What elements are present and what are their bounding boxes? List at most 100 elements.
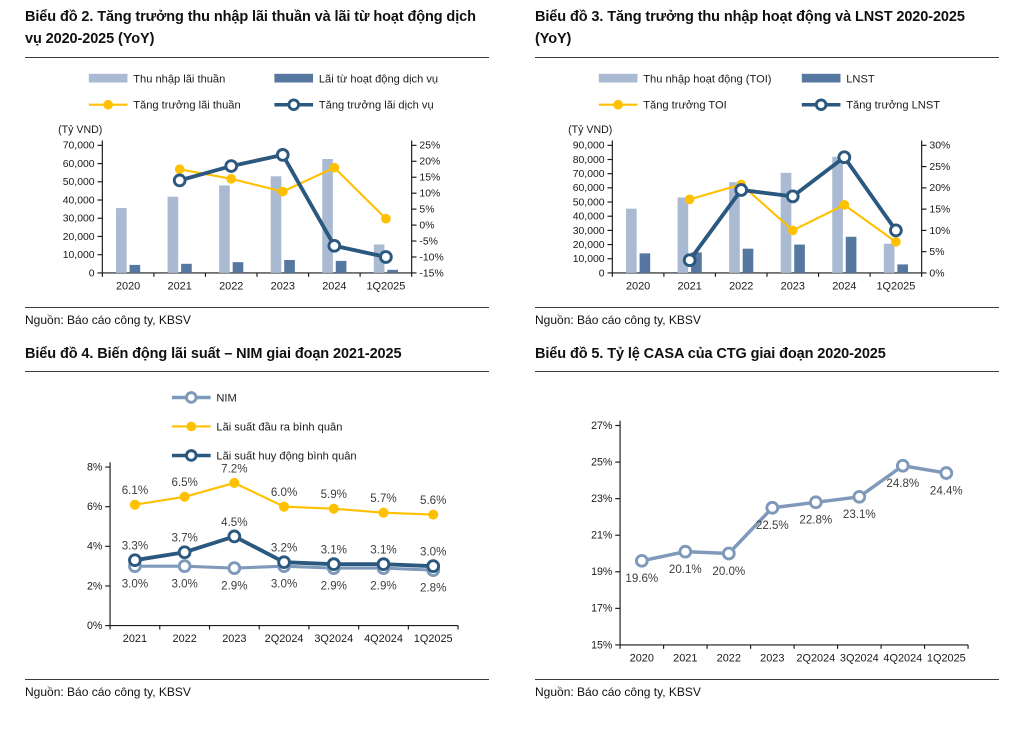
svg-text:3.0%: 3.0% (122, 579, 148, 591)
chart-title: Biểu đồ 5. Tỷ lệ CASA của CTG giai đoạn … (535, 343, 999, 373)
svg-text:-15%: -15% (419, 268, 443, 279)
svg-text:4%: 4% (87, 541, 103, 553)
svg-text:2.9%: 2.9% (321, 581, 347, 593)
svg-text:6.1%: 6.1% (122, 485, 148, 497)
svg-text:3.0%: 3.0% (420, 547, 446, 559)
svg-text:22.5%: 22.5% (756, 520, 789, 532)
svg-text:1Q2025: 1Q2025 (876, 280, 915, 292)
svg-text:20%: 20% (929, 183, 950, 194)
svg-text:3.1%: 3.1% (321, 545, 347, 557)
source-note: Nguồn: Báo cáo công ty, KBSV (535, 306, 999, 327)
chart-title: Biểu đồ 3. Tăng trưởng thu nhập hoạt độn… (535, 6, 999, 58)
svg-text:25%: 25% (929, 162, 950, 173)
chart-panel-bieu-do-2: Biểu đồ 2. Tăng trưởng thu nhập lãi thuầ… (25, 6, 489, 327)
svg-text:Thu nhập hoạt động (TOI): Thu nhập hoạt động (TOI) (643, 73, 772, 85)
chart-area: NIM Lãi suất đầu ra bình quân Lãi suất huy… (25, 382, 489, 677)
svg-text:2.8%: 2.8% (420, 583, 446, 595)
svg-text:25%: 25% (419, 141, 440, 152)
svg-text:10,000: 10,000 (573, 254, 605, 265)
svg-text:50,000: 50,000 (573, 197, 605, 208)
svg-text:2023: 2023 (781, 280, 805, 292)
chart-title: Biểu đồ 2. Tăng trưởng thu nhập lãi thuầ… (25, 6, 489, 58)
svg-text:23.1%: 23.1% (843, 509, 876, 521)
svg-text:1Q2025: 1Q2025 (414, 633, 453, 645)
svg-text:15%: 15% (419, 173, 440, 184)
svg-text:Tăng trưởng lãi thuần: Tăng trưởng lãi thuần (133, 100, 240, 112)
svg-text:0: 0 (89, 268, 95, 279)
svg-text:3.0%: 3.0% (171, 579, 197, 591)
svg-text:5.7%: 5.7% (370, 493, 396, 505)
svg-text:2023: 2023 (222, 633, 246, 645)
svg-text:Lãi suất đầu ra bình quân: Lãi suất đầu ra bình quân (216, 422, 342, 434)
svg-text:Tăng trưởng LNST: Tăng trưởng LNST (846, 100, 940, 112)
chart-panel-bieu-do-3: Biểu đồ 3. Tăng trưởng thu nhập hoạt độn… (535, 6, 999, 327)
chart-panel-bieu-do-5: Biểu đồ 5. Tỷ lệ CASA của CTG giai đoạn … (535, 343, 999, 699)
svg-text:20,000: 20,000 (63, 232, 95, 243)
svg-text:5%: 5% (929, 247, 944, 258)
svg-text:2020: 2020 (626, 280, 650, 292)
svg-text:(Tỷ VND): (Tỷ VND) (568, 124, 612, 136)
svg-text:30%: 30% (929, 141, 950, 152)
svg-text:70,000: 70,000 (573, 169, 605, 180)
svg-text:20.1%: 20.1% (669, 564, 702, 576)
svg-text:70,000: 70,000 (63, 141, 95, 152)
svg-text:0%: 0% (419, 220, 434, 231)
svg-text:3.2%: 3.2% (271, 543, 297, 555)
svg-text:2%: 2% (87, 581, 103, 593)
svg-text:4Q2024: 4Q2024 (883, 653, 922, 665)
svg-text:24.8%: 24.8% (886, 478, 919, 490)
svg-text:6%: 6% (87, 501, 103, 513)
svg-text:-10%: -10% (419, 252, 443, 263)
svg-text:3.0%: 3.0% (271, 579, 297, 591)
svg-text:3.7%: 3.7% (171, 533, 197, 545)
svg-text:2021: 2021 (673, 653, 697, 665)
svg-text:0%: 0% (929, 268, 944, 279)
svg-text:1Q2025: 1Q2025 (366, 280, 405, 292)
svg-text:2022: 2022 (219, 280, 243, 292)
svg-text:50,000: 50,000 (63, 177, 95, 188)
svg-text:3.3%: 3.3% (122, 541, 148, 553)
svg-text:20%: 20% (419, 157, 440, 168)
svg-text:2021: 2021 (678, 280, 702, 292)
svg-text:-5%: -5% (419, 236, 438, 247)
svg-text:2Q2024: 2Q2024 (796, 653, 835, 665)
svg-text:21%: 21% (591, 530, 613, 542)
svg-text:2.9%: 2.9% (370, 581, 396, 593)
svg-text:Thu nhập lãi thuần: Thu nhập lãi thuần (133, 73, 225, 85)
svg-text:17%: 17% (591, 603, 613, 615)
svg-text:2022: 2022 (717, 653, 741, 665)
chart-area: Thu nhập hoạt động (TOI) LNST Tăng trưởng … (535, 68, 999, 305)
chart-area: 15% 17% 19% 21% 23% 25% 27% 2020 2021 2022 2023 2Q2… (535, 382, 999, 677)
svg-text:Lãi suất huy động bình quân: Lãi suất huy động bình quân (216, 451, 356, 463)
svg-text:2023: 2023 (271, 280, 295, 292)
svg-text:3.1%: 3.1% (370, 545, 396, 557)
svg-text:10%: 10% (419, 189, 440, 200)
svg-text:6.0%: 6.0% (271, 487, 297, 499)
report-chart-grid: Biểu đồ 2. Tăng trưởng thu nhập lãi thuầ… (25, 6, 999, 699)
svg-text:6.5%: 6.5% (171, 477, 197, 489)
svg-text:30,000: 30,000 (63, 214, 95, 225)
svg-text:25%: 25% (591, 457, 613, 469)
svg-text:0%: 0% (87, 620, 103, 632)
svg-text:3Q2024: 3Q2024 (314, 633, 353, 645)
svg-text:2024: 2024 (832, 280, 856, 292)
source-note: Nguồn: Báo cáo công ty, KBSV (25, 679, 489, 699)
svg-text:40,000: 40,000 (573, 212, 605, 223)
svg-text:19%: 19% (591, 566, 613, 578)
svg-text:15%: 15% (591, 640, 613, 652)
svg-text:2021: 2021 (123, 633, 147, 645)
svg-text:24.4%: 24.4% (930, 486, 963, 498)
svg-text:NIM: NIM (216, 393, 236, 405)
chart-panel-bieu-do-4: Biểu đồ 4. Biến động lãi suất – NIM giai… (25, 343, 489, 699)
svg-text:15%: 15% (929, 204, 950, 215)
svg-text:2024: 2024 (322, 280, 346, 292)
svg-text:2Q2024: 2Q2024 (265, 633, 304, 645)
svg-text:LNST: LNST (846, 73, 875, 85)
svg-text:2.9%: 2.9% (221, 581, 247, 593)
svg-text:0: 0 (599, 268, 605, 279)
svg-text:2020: 2020 (630, 653, 654, 665)
svg-text:5%: 5% (419, 204, 434, 215)
combo-chart-net-interest-income: Thu nhập lãi thuần Lãi từ hoạt động dịch … (58, 73, 444, 292)
svg-text:(Tỷ VND): (Tỷ VND) (58, 124, 102, 136)
source-note: Nguồn: Báo cáo công ty, KBSV (535, 679, 999, 699)
